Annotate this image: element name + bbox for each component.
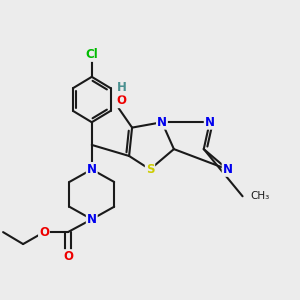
Text: N: N xyxy=(87,163,97,176)
Text: S: S xyxy=(146,163,154,176)
Text: O: O xyxy=(39,226,49,238)
Text: O: O xyxy=(117,94,127,107)
Text: N: N xyxy=(87,213,97,226)
Text: N: N xyxy=(205,116,215,129)
Text: Cl: Cl xyxy=(85,48,98,61)
Text: CH₃: CH₃ xyxy=(250,191,269,201)
Text: O: O xyxy=(63,250,73,263)
Text: N: N xyxy=(157,116,167,129)
Text: H: H xyxy=(117,81,127,94)
Text: N: N xyxy=(223,163,232,176)
